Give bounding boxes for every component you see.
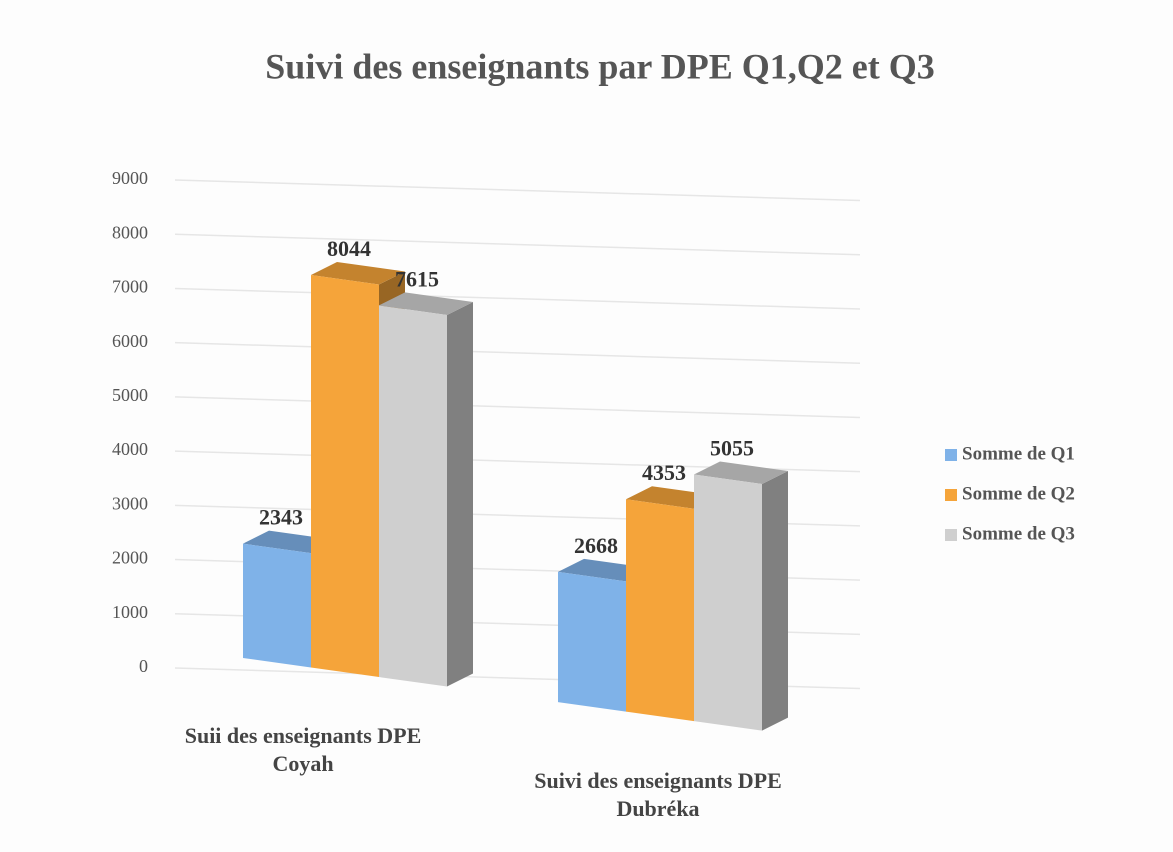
y-tick-label: 8000: [112, 222, 148, 242]
legend-label: Somme de Q3: [962, 523, 1075, 544]
y-tick-label: 9000: [112, 168, 148, 188]
legend-swatch: [945, 529, 957, 541]
y-tick-label: 0: [139, 656, 148, 676]
grid-line: [174, 341, 861, 364]
grid-line: [174, 396, 861, 419]
legend-swatch: [945, 489, 957, 501]
data-label: 4353: [642, 460, 686, 485]
bar-side: [447, 301, 473, 687]
bar-top: [379, 292, 473, 315]
bar: [311, 274, 379, 678]
x-tick-label: Suivi des enseignants DPE Dubréka: [534, 768, 782, 821]
data-label: 2668: [574, 533, 618, 558]
grid-line: [174, 179, 861, 202]
legend-swatch: [945, 449, 957, 461]
y-tick-label: 3000: [112, 493, 148, 513]
data-label: 7615: [395, 266, 439, 291]
data-label: 8044: [327, 236, 371, 261]
bar: [243, 543, 311, 668]
data-label: 2343: [259, 505, 303, 530]
bar-top: [694, 461, 788, 484]
y-tick-label: 4000: [112, 439, 148, 459]
legend-label: Somme de Q1: [962, 443, 1075, 464]
y-tick-label: 5000: [112, 385, 148, 405]
y-tick-label: 2000: [112, 548, 148, 568]
bar: [558, 571, 626, 712]
x-tick-label: Suii des enseignants DPE Coyah: [184, 723, 422, 776]
y-tick-label: 7000: [112, 277, 148, 297]
bar: [694, 474, 762, 731]
bar-top: [311, 261, 405, 285]
grid-line: [174, 287, 861, 310]
y-tick-label: 1000: [112, 602, 148, 622]
legend-label: Somme de Q2: [962, 483, 1075, 504]
bar: [626, 499, 694, 722]
y-tick-label: 6000: [112, 331, 148, 351]
data-label: 5055: [710, 436, 754, 461]
bar-side: [762, 470, 788, 731]
bar: [379, 305, 447, 687]
grid-line: [174, 233, 861, 256]
chart-title: Suivi des enseignants par DPE Q1,Q2 et Q…: [265, 46, 934, 86]
